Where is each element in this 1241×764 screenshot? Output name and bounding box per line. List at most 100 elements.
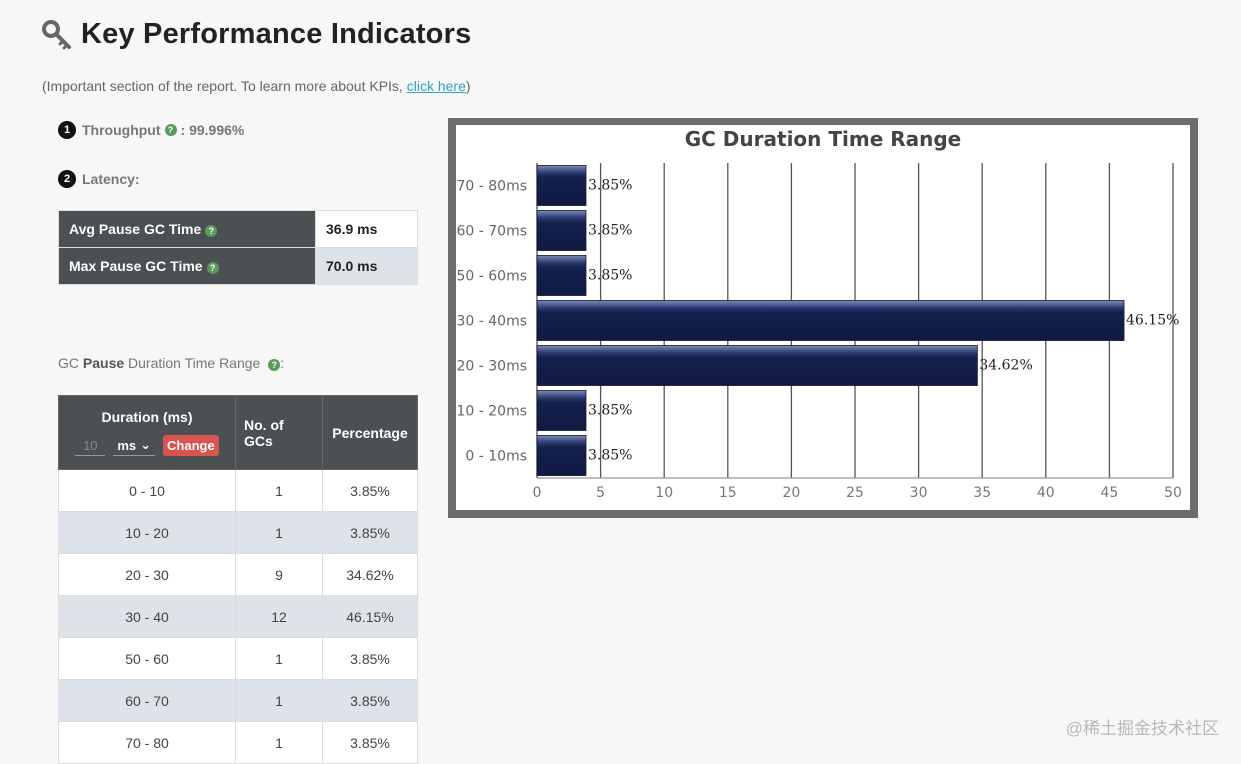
table-row: 10 - 20 1 3.85% [58,511,418,554]
data-label: 46.15% [1126,313,1179,329]
latency-badge: 2 [58,170,76,188]
throughput-label: Throughput [82,122,161,138]
gcs-header: No. of GCs [235,395,323,470]
pct-cell: 3.85% [322,469,418,512]
help-icon[interactable]: ? [205,225,218,237]
bar [536,345,978,386]
unit-select-value: ms [117,437,137,453]
data-label: 3.85% [588,403,632,419]
count-cell: 1 [235,511,323,554]
page-title: Key Performance Indicators [81,18,472,50]
range-cell: 0 - 10 [58,469,236,512]
chart-axes: 0 5 10 15 20 25 30 35 40 45 50 70 - 80ms 60 - 70ms 50… [456,179,1181,502]
duration-header: Duration (ms) ms⌄ Change [58,395,236,470]
latency-row: 2 Latency: [58,170,140,188]
pct-cell: 3.85% [322,637,418,680]
data-label: 3.85% [588,178,632,194]
intro-suffix: ) [465,78,471,94]
y-category-label: 10 - 20ms [456,404,527,420]
pause-title-prefix: GC [58,355,83,371]
help-icon[interactable]: ? [164,124,177,136]
change-button[interactable]: Change [163,435,219,456]
x-tick-label: 30 [910,485,928,501]
bar [536,300,1125,341]
pause-title-suffix: Duration Time Range [124,355,261,371]
throughput-value: : 99.996% [180,122,245,138]
range-cell: 30 - 40 [58,595,236,638]
chart-frame: GC Duration Time Range 3.85% 3.85% 3.85% 46… [448,118,1198,518]
chevron-down-icon: ⌄ [140,437,152,452]
duration-input[interactable] [75,435,106,456]
bar [536,435,587,476]
x-tick-label: 25 [846,485,864,501]
y-category-label: 70 - 80ms [456,179,527,195]
y-category-label: 0 - 10ms [465,449,527,465]
count-cell: 1 [235,637,323,680]
table-row: 50 - 60 1 3.85% [58,637,418,680]
key-icon [42,19,71,49]
range-cell: 70 - 80 [58,721,236,764]
throughput-badge: 1 [58,121,76,139]
data-label: 3.85% [588,448,632,464]
table-row: 30 - 40 12 46.15% [58,595,418,638]
throughput-row: 1 Throughput ? : 99.996% [58,121,244,139]
pause-section-title: GC Pause Duration Time Range ?: [58,355,284,371]
x-tick-label: 35 [973,485,991,501]
unit-select[interactable]: ms ⌄ [113,435,156,456]
data-label: 3.85% [588,223,632,239]
range-cell: 10 - 20 [58,511,236,554]
table-header-row: Duration (ms) ms⌄ Change No. of GCs Perc… [58,395,418,470]
pct-cell: 3.85% [322,511,418,554]
range-cell: 60 - 70 [58,679,236,722]
help-icon[interactable]: ? [206,262,219,274]
x-tick-label: 20 [782,485,800,501]
bar [536,210,587,251]
x-tick-label: 45 [1100,485,1118,501]
pause-title-colon: : [280,355,285,371]
bar [536,390,587,431]
pause-title-bold: Pause [82,355,125,371]
y-category-label: 60 - 70ms [456,224,527,240]
avg-pause-label: Avg Pause GC Time? [58,210,316,248]
click-here-link[interactable]: click here [406,78,466,94]
max-pause-label: Max Pause GC Time? [58,247,316,285]
watermark-text: @稀土掘金技术社区 [1065,719,1219,738]
gc-duration-chart: GC Duration Time Range 3.85% 3.85% 3.85% 46… [456,127,1181,502]
x-tick-label: 10 [655,485,673,501]
pct-cell: 46.15% [322,595,418,638]
x-tick-label: 15 [719,485,737,501]
data-label: 34.62% [979,358,1032,374]
count-cell: 1 [235,469,323,512]
range-cell: 20 - 30 [58,553,236,596]
chart-panel: GC Duration Time Range 3.85% 3.85% 3.85% 46… [456,125,1190,510]
table-row: 60 - 70 1 3.85% [58,679,418,722]
y-category-label: 30 - 40ms [456,314,527,330]
data-label: 3.85% [588,268,632,284]
y-category-label: 20 - 30ms [456,359,527,375]
x-tick-label: 40 [1037,485,1055,501]
pct-cell: 3.85% [322,721,418,764]
duration-controls: ms⌄ Change [67,435,227,456]
pct-cell: 34.62% [322,553,418,596]
chart-title: GC Duration Time Range [685,127,962,151]
page-header: Key Performance Indicators [41,18,471,51]
latency-table: Avg Pause GC Time? 36.9 ms Max Pause GC … [58,210,418,285]
count-cell: 12 [235,595,323,638]
range-cell: 50 - 60 [58,637,236,680]
duration-header-label: Duration (ms) [101,409,193,425]
intro-text: (Important section of the report. To lea… [42,78,471,94]
duration-table: Duration (ms) ms⌄ Change No. of GCs Perc… [58,395,418,764]
avg-pause-value: 36.9 ms [315,210,418,248]
table-row: Avg Pause GC Time? 36.9 ms [58,210,418,248]
bar [536,255,587,296]
help-icon[interactable]: ? [268,359,281,371]
table-row: 70 - 80 1 3.85% [58,721,418,764]
x-tick-label: 0 [533,485,542,501]
bar [536,165,587,206]
x-tick-label: 50 [1164,485,1182,501]
intro-prefix: (Important section of the report. To lea… [42,78,407,94]
count-cell: 1 [235,679,323,722]
pct-cell: 3.85% [322,679,418,722]
table-row: 20 - 30 9 34.62% [58,553,418,596]
latency-label: Latency: [82,171,140,187]
